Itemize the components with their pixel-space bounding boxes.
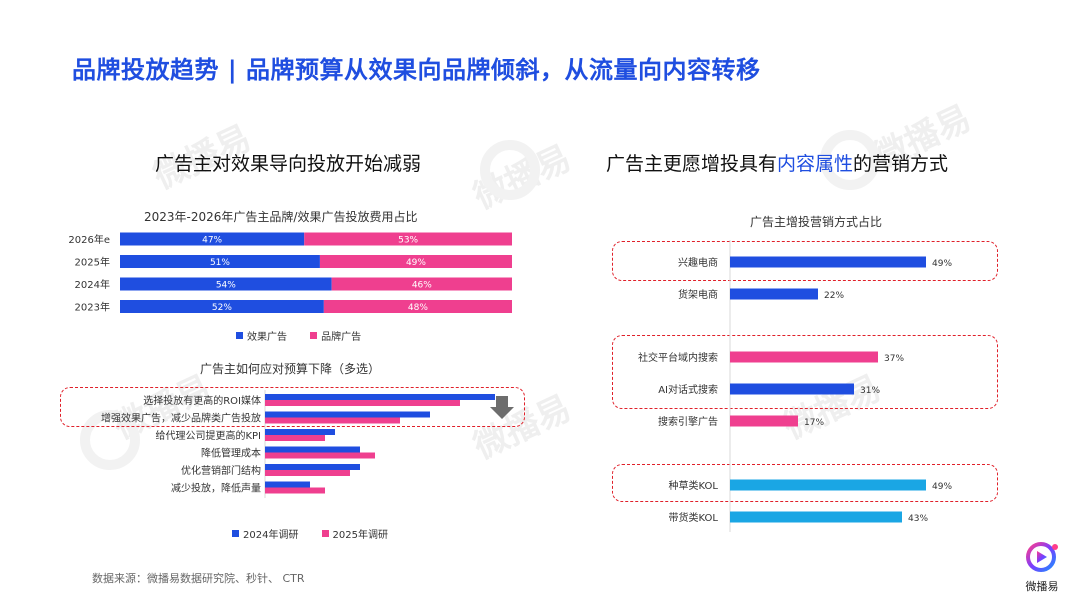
chart2-bar-2024	[265, 464, 360, 470]
legend-item-brand: 品牌广告	[310, 328, 361, 343]
chart3-category-label: 带货类KOL	[669, 511, 719, 524]
chart3-category-label: 货架电商	[678, 288, 718, 301]
chart3-svg: 兴趣电商 49% 货架电商 22% 社交平台域内搜索 37% AI对话式搜索 31% 搜索引擎广…	[638, 240, 952, 532]
legend-item-2024: 2024年调研	[232, 526, 298, 541]
chart1-bar-effect	[120, 277, 332, 291]
right-heading: 广告主更愿增投具有内容属性的营销方式	[606, 149, 948, 176]
chart1-bar-effect	[120, 300, 324, 313]
chart2-bar-2025	[265, 487, 325, 494]
highlight-box-left	[60, 387, 525, 427]
brand-logo-text: 微播易	[1025, 580, 1059, 593]
chart2-category-label: 选择投放有更高的ROI媒体	[143, 394, 261, 407]
chart2-category-label: 降低管理成本	[201, 447, 261, 460]
chart2-category-label: 优化营销部门结构	[181, 464, 261, 477]
chart3-data-label: 43%	[908, 514, 928, 524]
chart3-data-label: 49%	[932, 482, 952, 492]
chart1-data-label: 46%	[412, 281, 432, 291]
chart1-data-label: 49%	[406, 258, 426, 268]
watermark-logo-icon	[80, 410, 140, 470]
legend-swatch-blue	[236, 332, 243, 339]
chart2-category-label: 给代理公司提更高的KPI	[155, 429, 261, 442]
watermark-logo-icon	[820, 130, 880, 190]
chart1-bar-brand	[319, 255, 512, 268]
chart3-data-label: 17%	[804, 418, 824, 428]
chart1-data-label: 54%	[216, 281, 236, 291]
chart2-legend: 2024年调研 2025年调研	[232, 522, 406, 541]
chart1-data-label: 48%	[408, 303, 428, 313]
chart3-bar	[730, 288, 818, 300]
chart3-category-label: 兴趣电商	[678, 256, 718, 269]
chart2-category-label: 减少投放，降低声量	[171, 482, 261, 495]
chart2-bar-2024	[265, 446, 360, 453]
chart2-bar-2025	[265, 452, 375, 459]
legend-label: 2025年调研	[332, 530, 388, 541]
chart1-bar-brand	[331, 277, 512, 291]
chart2-category-label: 增强效果广告，减少品牌类广告投放	[101, 412, 261, 425]
watermark-logo-icon	[480, 140, 540, 200]
chart3-data-label: 31%	[860, 386, 880, 396]
chart2-bar-2024	[265, 429, 335, 435]
chart1-svg: 2026年e 47% 53% 2025年 51% 49% 2024年 54% 46% 2023年 5…	[68, 232, 512, 314]
chart1-data-label: 51%	[210, 258, 230, 268]
chart3-bar	[730, 351, 878, 363]
chart2-bar-2025	[265, 435, 325, 441]
legend-item-2025: 2025年调研	[321, 526, 388, 541]
chart1-bar-effect	[120, 255, 320, 268]
chart2-bar-2024	[265, 394, 495, 400]
chart2-title: 广告主如何应对预算下降（多选）	[200, 362, 381, 376]
highlight-box-right-1	[612, 241, 998, 281]
legend-label: 品牌广告	[321, 332, 362, 343]
page-title: 品牌投放趋势 | 品牌预算从效果向品牌倾斜，从流量向内容转移	[72, 56, 761, 84]
chart3-data-label: 22%	[824, 291, 844, 301]
chart3-category-label: AI对话式搜索	[658, 383, 718, 396]
chart2-bar-2025	[265, 400, 460, 406]
chart1-category-label: 2026年e	[68, 233, 110, 246]
chart1-bar-brand	[323, 300, 512, 313]
chart1-bar-brand	[304, 232, 512, 246]
chart3-category-label: 社交平台域内搜索	[638, 351, 718, 364]
chart3-category-label: 搜索引擎广告	[658, 415, 718, 428]
chart2-bar-2025	[265, 470, 350, 476]
right-heading-post: 的营销方式	[853, 153, 949, 175]
right-heading-highlight: 内容属性	[777, 153, 854, 175]
chart1-category-label: 2024年	[75, 278, 110, 291]
legend-swatch-pink	[310, 332, 318, 339]
legend-label: 2024年调研	[243, 530, 299, 541]
legend-label: 效果广告	[247, 332, 287, 343]
chart3-title: 广告主增投营销方式占比	[750, 215, 883, 229]
highlight-box-right-3	[612, 464, 998, 502]
chart1-category-label: 2023年	[75, 301, 110, 314]
chart1-data-label: 53%	[398, 236, 418, 246]
chart3-data-label: 49%	[932, 259, 952, 269]
chart3-bar	[730, 511, 902, 523]
chart1-data-label: 52%	[212, 303, 232, 313]
legend-item-effect: 效果广告	[236, 328, 287, 343]
chart2-svg: 选择投放有更高的ROI媒体增强效果广告，减少品牌类广告投放给代理公司提更高的KP…	[101, 390, 514, 498]
chart1-bar-effect	[120, 232, 305, 246]
chart1-title: 2023年-2026年广告主品牌/效果广告投放费用占比	[144, 210, 418, 224]
brand-logo-icon	[1026, 542, 1058, 572]
chart2-bar-2024	[265, 411, 430, 418]
highlight-box-right-2	[612, 335, 998, 409]
chart3-bar	[730, 479, 926, 491]
brand-logo: 微播易	[1022, 540, 1062, 594]
legend-swatch-blue	[232, 530, 239, 537]
source-note: 数据来源：微播易数据研究院、秒针、 CTR	[92, 572, 305, 585]
chart1-legend: 效果广告 品牌广告	[236, 324, 379, 343]
chart3-category-label: 种草类KOL	[669, 479, 719, 492]
left-heading: 广告主对效果导向投放开始减弱	[155, 153, 422, 175]
down-arrow-icon	[490, 396, 514, 419]
chart3-bar	[730, 256, 926, 268]
chart1-data-label: 47%	[202, 236, 222, 246]
chart3-bar	[730, 383, 854, 395]
chart3-data-label: 37%	[884, 354, 904, 364]
legend-swatch-pink	[321, 530, 329, 537]
chart1-category-label: 2025年	[75, 256, 110, 269]
chart3-bar	[730, 415, 798, 427]
right-heading-pre: 广告主更愿增投具有	[606, 153, 778, 175]
chart2-bar-2025	[265, 417, 400, 424]
chart2-bar-2024	[265, 481, 310, 488]
